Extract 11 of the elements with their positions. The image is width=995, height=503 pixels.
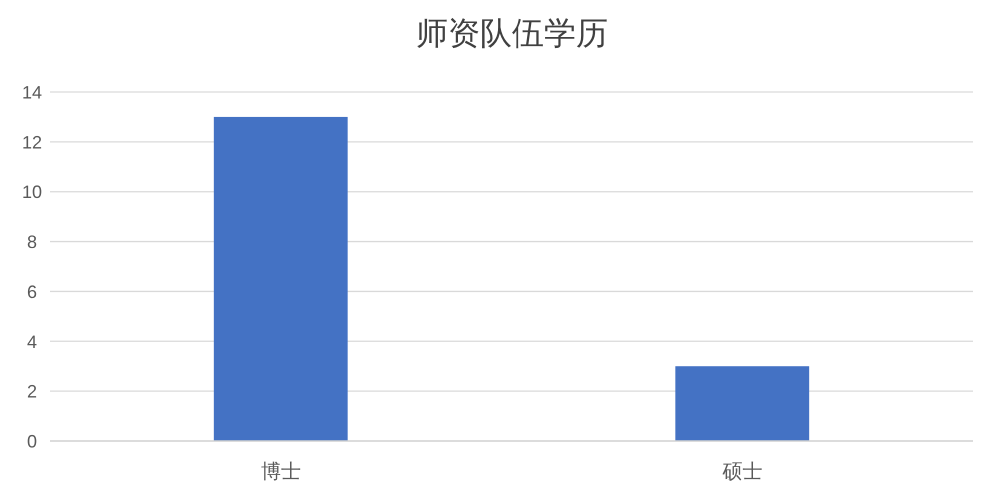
y-tick-label: 0 (26, 432, 38, 452)
x-tick-label: 博士 (260, 459, 301, 483)
y-tick-label: 12 (22, 132, 42, 152)
y-tick-label: 14 (22, 82, 42, 102)
chart-title: 师资队伍学历 (416, 15, 608, 51)
y-tick-label: 8 (26, 232, 38, 252)
x-tick-label: 硕士 (721, 459, 762, 483)
y-tick-label: 6 (26, 282, 38, 302)
y-tick-label: 4 (26, 332, 38, 352)
y-tick-label: 10 (22, 182, 42, 202)
y-tick-label: 2 (26, 382, 38, 402)
